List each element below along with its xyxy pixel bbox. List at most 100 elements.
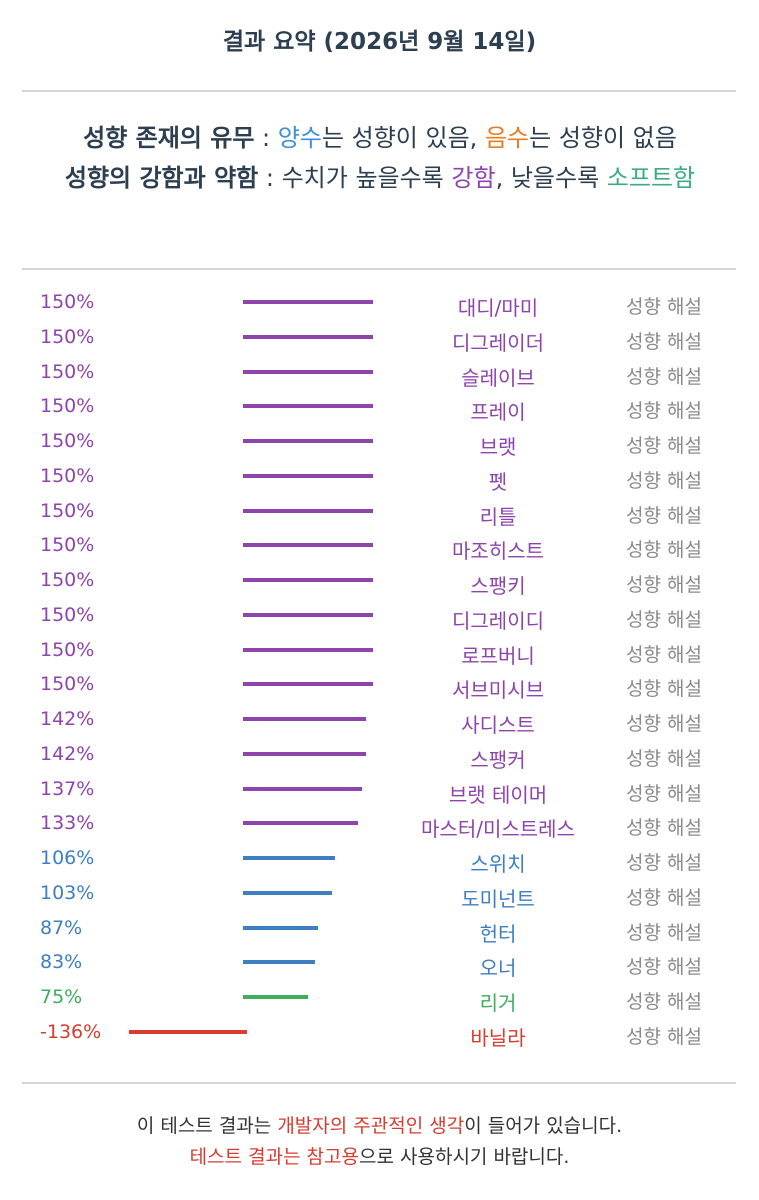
percent-label: 150% bbox=[40, 534, 95, 557]
tendency-explanation-link[interactable]: 성향 해설 bbox=[626, 956, 702, 979]
tendency-name: 스위치 bbox=[470, 852, 526, 876]
percent-label: 150% bbox=[40, 638, 95, 661]
result-row: 150% 브랫 성향 해설 bbox=[0, 426, 759, 461]
result-row: 150% 마조히스트 성향 해설 bbox=[0, 530, 759, 565]
score-bar bbox=[243, 960, 315, 965]
tendency-explanation-link[interactable]: 성향 해설 bbox=[626, 330, 702, 353]
percent-label: 150% bbox=[40, 360, 95, 383]
tendency-name: 오너 bbox=[479, 956, 517, 981]
score-bar bbox=[243, 334, 374, 339]
score-bar bbox=[243, 890, 333, 895]
tendency-name: 로프버니 bbox=[461, 643, 535, 668]
percent-label: 150% bbox=[40, 673, 95, 696]
percent-label: 83% bbox=[40, 951, 83, 974]
bottom-divider bbox=[22, 1082, 736, 1084]
tendency-explanation-link[interactable]: 성향 해설 bbox=[626, 400, 702, 423]
score-bar bbox=[243, 578, 374, 582]
tendency-explanation-link[interactable]: 성향 해설 bbox=[626, 921, 702, 944]
percent-label: 150% bbox=[40, 603, 95, 626]
tendency-explanation-link[interactable]: 성향 해설 bbox=[626, 886, 702, 909]
tendency-explanation-link[interactable]: 성향 해설 bbox=[626, 574, 702, 596]
percent-label: 142% bbox=[40, 708, 95, 730]
score-bar bbox=[243, 369, 374, 374]
tendency-name: 슬레이브 bbox=[461, 365, 535, 390]
result-row: 133% 마스터/미스트레스 성향 해설 bbox=[0, 808, 759, 843]
legend-positive-word: 양수 bbox=[277, 124, 322, 152]
result-row: 150% 디그레이디 성향 해설 bbox=[0, 600, 759, 635]
percent-label: 150% bbox=[40, 569, 95, 591]
score-bar bbox=[243, 821, 359, 826]
percent-label: 142% bbox=[40, 742, 95, 765]
result-row: 137% 브랫 테이머 성향 해설 bbox=[0, 774, 759, 809]
tendency-explanation-link[interactable]: 성향 해설 bbox=[626, 296, 702, 318]
tendency-explanation-link[interactable]: 성향 해설 bbox=[626, 1025, 702, 1048]
tendency-explanation-link[interactable]: 성향 해설 bbox=[626, 747, 702, 770]
legend-line-strength: 성향의 강함과 약함 : 수치가 높을수록 강함, 낮을수록 소프트함 bbox=[30, 158, 730, 198]
result-row: 106% 스위치 성향 해설 bbox=[0, 843, 759, 878]
percent-label: 150% bbox=[40, 325, 95, 348]
legend-key-strength: 성향의 강함과 약함 bbox=[64, 164, 259, 192]
score-bar bbox=[129, 1029, 247, 1034]
tendency-explanation-link[interactable]: 성향 해설 bbox=[626, 608, 702, 631]
score-bar bbox=[243, 647, 374, 652]
result-row: 150% 펫 성향 해설 bbox=[0, 461, 759, 496]
result-row: 87% 헌터 성향 해설 bbox=[0, 913, 759, 948]
tendency-explanation-link[interactable]: 성향 해설 bbox=[626, 817, 702, 840]
legend-positive-text: 는 성향이 있음, bbox=[321, 124, 485, 152]
result-row: 103% 도미넌트 성향 해설 bbox=[0, 878, 759, 913]
tendency-explanation-link[interactable]: 성향 해설 bbox=[626, 678, 702, 701]
score-bar bbox=[243, 786, 362, 791]
percent-label: 103% bbox=[40, 881, 95, 904]
tendency-explanation-link[interactable]: 성향 해설 bbox=[626, 852, 702, 874]
tendency-explanation-link[interactable]: 성향 해설 bbox=[626, 365, 702, 388]
tendency-name: 펫 bbox=[488, 469, 508, 494]
percent-label: 133% bbox=[40, 812, 95, 835]
tendency-name: 서브미시브 bbox=[452, 678, 544, 703]
footer-line-2: 테스트 결과는 참고용으로 사용하시기 바랍니다. bbox=[0, 1142, 759, 1173]
percent-label: 75% bbox=[40, 986, 83, 1008]
footer-highlight: 개발자의 주관적인 생각 bbox=[277, 1115, 465, 1137]
legend-sep: : bbox=[258, 164, 282, 192]
tendency-name: 대디/마미 bbox=[457, 296, 539, 320]
tendency-name: 바닐라 bbox=[470, 1025, 526, 1050]
percent-label: 150% bbox=[40, 499, 95, 522]
tendency-explanation-link[interactable]: 성향 해설 bbox=[626, 435, 702, 457]
tendency-name: 스팽커 bbox=[470, 747, 526, 772]
percent-label: -136% bbox=[40, 1020, 102, 1043]
result-row: -136% 바닐라 성향 해설 bbox=[0, 1017, 759, 1052]
result-row: 75% 리거 성향 해설 bbox=[0, 982, 759, 1017]
middle-divider bbox=[22, 268, 736, 270]
result-row: 150% 리틀 성향 해설 bbox=[0, 496, 759, 531]
page-title: 결과 요약 (2026년 9월 14일) bbox=[222, 29, 537, 55]
percent-label: 150% bbox=[40, 395, 95, 418]
legend-negative-text: 는 성향이 없음 bbox=[529, 124, 677, 152]
percent-label: 150% bbox=[40, 464, 95, 487]
tendency-explanation-link[interactable]: 성향 해설 bbox=[626, 469, 702, 492]
tendency-name: 디그레이디 bbox=[452, 608, 544, 633]
legend-text-high: 수치가 높을수록 bbox=[281, 164, 452, 192]
result-row: 83% 오너 성향 해설 bbox=[0, 947, 759, 982]
tendency-explanation-link[interactable]: 성향 해설 bbox=[626, 504, 702, 527]
footer-text: 이 테스트 결과는 bbox=[136, 1115, 278, 1137]
score-bar bbox=[243, 300, 374, 304]
tendency-name: 디그레이더 bbox=[452, 330, 544, 355]
percent-label: 150% bbox=[40, 430, 95, 452]
score-bar bbox=[243, 717, 367, 721]
tendency-explanation-link[interactable]: 성향 해설 bbox=[626, 782, 702, 805]
tendency-name: 도미넌트 bbox=[461, 886, 535, 911]
result-row: 150% 로프버니 성향 해설 bbox=[0, 635, 759, 670]
result-row: 150% 프레이 성향 해설 bbox=[0, 391, 759, 426]
tendency-explanation-link[interactable]: 성향 해설 bbox=[626, 643, 702, 666]
tendency-explanation-link[interactable]: 성향 해설 bbox=[626, 713, 702, 735]
score-bar bbox=[243, 543, 374, 548]
footer-line-1: 이 테스트 결과는 개발자의 주관적인 생각이 들어가 있습니다. bbox=[0, 1111, 759, 1142]
tendency-explanation-link[interactable]: 성향 해설 bbox=[626, 991, 702, 1013]
legend-key-presence: 성향 존재의 유무 bbox=[83, 124, 255, 152]
result-row: 142% 스팽커 성향 해설 bbox=[0, 739, 759, 774]
score-bar bbox=[243, 404, 374, 409]
tendency-name: 프레이 bbox=[470, 400, 526, 425]
legend-strong-word: 강함 bbox=[451, 164, 496, 192]
legend-text-low: , 낮을수록 bbox=[495, 164, 607, 192]
tendency-explanation-link[interactable]: 성향 해설 bbox=[626, 539, 702, 562]
legend-line-presence: 성향 존재의 유무 : 양수는 성향이 있음, 음수는 성향이 없음 bbox=[30, 118, 730, 158]
